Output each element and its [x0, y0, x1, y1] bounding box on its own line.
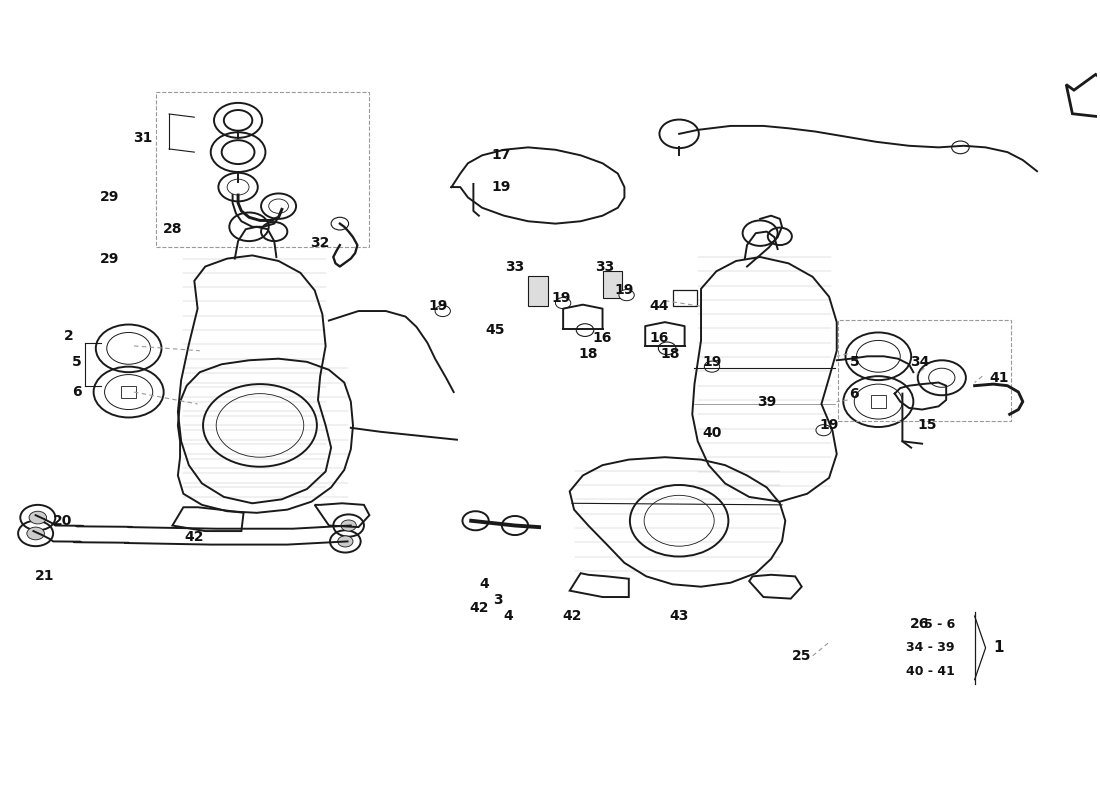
Circle shape [436, 306, 450, 317]
Text: 33: 33 [505, 259, 525, 274]
Text: 19: 19 [551, 291, 571, 306]
Text: 40: 40 [702, 426, 722, 440]
Text: 42: 42 [185, 530, 205, 544]
Text: 41: 41 [989, 370, 1009, 385]
Text: 45: 45 [485, 323, 505, 337]
Text: 3: 3 [493, 594, 503, 607]
Text: 32: 32 [310, 236, 330, 250]
Text: 15: 15 [917, 418, 937, 433]
Text: 44: 44 [650, 299, 669, 314]
Circle shape [338, 536, 353, 547]
Circle shape [26, 527, 44, 540]
Circle shape [619, 290, 635, 301]
Text: 4: 4 [480, 578, 490, 591]
Text: 29: 29 [100, 251, 120, 266]
Text: 19: 19 [491, 180, 510, 194]
Text: 2: 2 [64, 330, 74, 343]
Text: 18: 18 [579, 347, 598, 361]
Text: 6: 6 [849, 386, 859, 401]
Text: 39: 39 [757, 394, 777, 409]
Text: 4: 4 [504, 609, 514, 623]
Text: 19: 19 [615, 283, 634, 298]
Text: 34: 34 [910, 355, 930, 369]
FancyBboxPatch shape [603, 270, 623, 298]
Text: 33: 33 [595, 259, 614, 274]
Text: 31: 31 [133, 131, 153, 145]
Text: 17: 17 [491, 148, 510, 162]
Text: 19: 19 [702, 355, 722, 369]
Text: 16: 16 [650, 331, 669, 345]
Text: 43: 43 [670, 609, 689, 623]
Text: 40 - 41: 40 - 41 [906, 666, 955, 678]
Text: 19: 19 [820, 418, 839, 433]
Circle shape [816, 425, 832, 436]
Text: 16: 16 [593, 331, 613, 345]
Text: 34 - 39: 34 - 39 [906, 642, 955, 654]
Text: 42: 42 [469, 601, 488, 615]
Text: 19: 19 [429, 299, 448, 314]
Text: 6: 6 [73, 385, 82, 399]
Circle shape [556, 298, 571, 309]
Circle shape [341, 520, 356, 531]
Circle shape [952, 141, 969, 154]
Text: 29: 29 [100, 190, 120, 205]
Circle shape [29, 511, 46, 524]
Text: 18: 18 [661, 347, 680, 361]
Circle shape [704, 361, 719, 372]
Text: 26: 26 [910, 617, 930, 631]
Circle shape [658, 342, 675, 354]
Text: 20: 20 [53, 514, 73, 528]
Text: 25: 25 [792, 649, 812, 663]
Circle shape [331, 218, 349, 230]
Text: 42: 42 [562, 609, 582, 623]
Text: 21: 21 [34, 570, 54, 583]
Text: 28: 28 [163, 222, 183, 236]
Text: 5: 5 [849, 355, 859, 369]
Text: 5 - 6: 5 - 6 [924, 618, 955, 630]
Circle shape [576, 324, 594, 337]
Text: 5: 5 [73, 355, 82, 369]
FancyBboxPatch shape [528, 276, 548, 306]
Text: 1: 1 [993, 640, 1003, 655]
